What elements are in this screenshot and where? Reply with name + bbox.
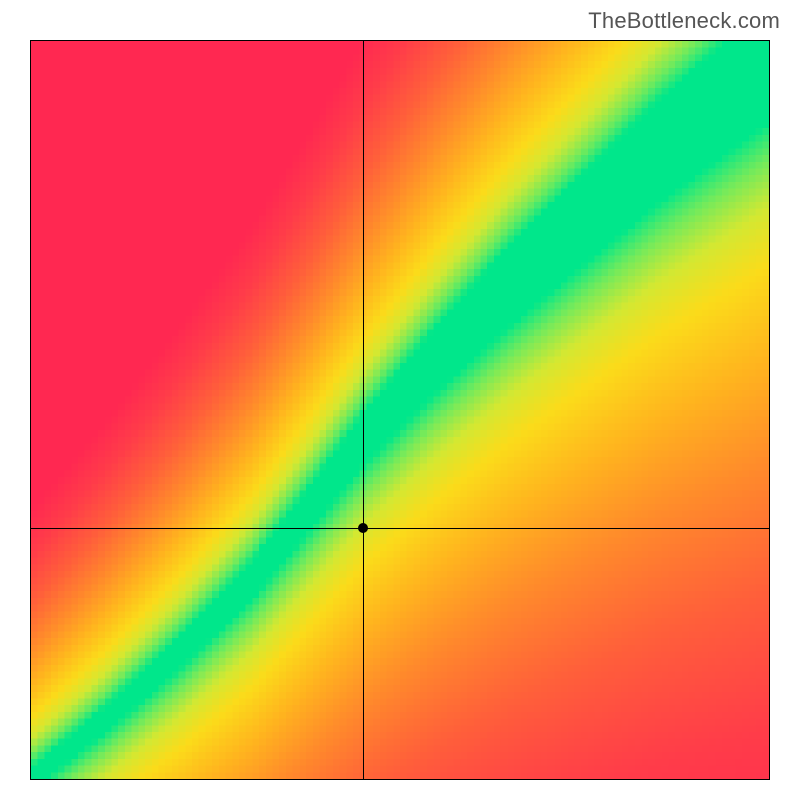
crosshair-vertical [363,41,364,779]
heatmap-canvas [31,41,769,779]
chart-container: TheBottleneck.com [0,0,800,800]
crosshair-horizontal [31,528,769,529]
plot-area [30,40,770,780]
data-point-marker [358,523,368,533]
watermark-text: TheBottleneck.com [588,8,780,34]
